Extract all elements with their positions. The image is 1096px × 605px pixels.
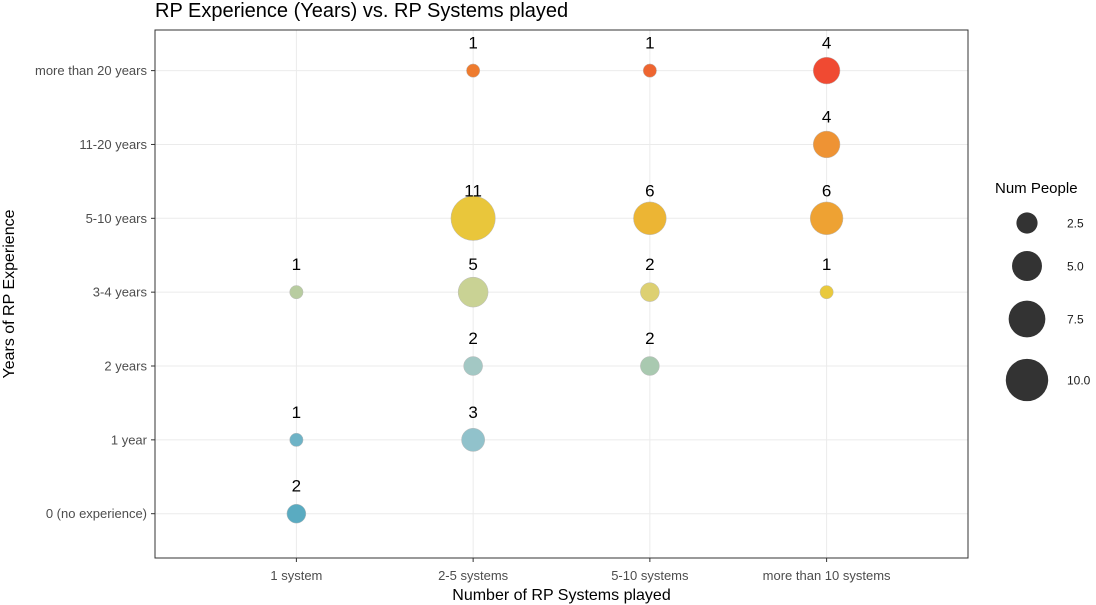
- data-label: 1: [822, 255, 831, 274]
- bubble-point: [457, 276, 489, 308]
- data-label: 1: [292, 403, 301, 422]
- data-label: 4: [822, 107, 831, 126]
- bubble-point: [640, 356, 660, 376]
- data-label: 3: [468, 403, 477, 422]
- x-tick-label: 2-5 systems: [438, 568, 509, 583]
- data-label: 1: [292, 255, 301, 274]
- data-label: 2: [292, 477, 301, 496]
- bubble-point: [461, 427, 485, 452]
- bubble-point: [640, 282, 660, 302]
- bubble-point: [812, 130, 841, 159]
- y-tick-label: more than 20 years: [35, 63, 148, 78]
- y-tick-label: 3-4 years: [93, 285, 148, 300]
- y-tick-label: 11-20 years: [79, 137, 147, 152]
- bubble-point: [819, 285, 834, 300]
- bubble-point: [809, 201, 844, 235]
- legend-label: 10.0: [1067, 374, 1091, 388]
- data-label: 2: [645, 255, 654, 274]
- bubble-point: [812, 56, 841, 85]
- bubble-point: [463, 356, 483, 376]
- legend-title: Num People: [995, 180, 1078, 197]
- y-tick-label: 2 years: [104, 359, 147, 374]
- data-label: 6: [645, 181, 654, 200]
- legend-key: [1016, 212, 1038, 234]
- x-tick-label: more than 10 systems: [763, 568, 891, 583]
- bubble-point: [289, 285, 304, 300]
- data-label: 6: [822, 181, 831, 200]
- x-axis-ticks: 1 system 2-5 systems 5-10 systems more than…: [270, 558, 891, 583]
- x-tick-label: 1 system: [270, 568, 322, 583]
- y-tick-label: 5-10 years: [86, 211, 148, 226]
- bubble-layer: [286, 56, 844, 524]
- data-label: 1: [468, 34, 477, 53]
- chart-title: RP Experience (Years) vs. RP Systems pla…: [155, 0, 568, 22]
- x-axis-title: Number of RP Systems played: [452, 587, 670, 604]
- y-tick-label: 1 year: [111, 432, 148, 447]
- data-label: 11: [464, 181, 482, 200]
- data-label: 2: [645, 329, 654, 348]
- y-tick-label: 0 (no experience): [46, 506, 147, 521]
- legend-label: 2.5: [1067, 217, 1084, 231]
- y-axis-title: Years of RP Experience: [1, 209, 18, 378]
- bubble-point: [633, 201, 667, 235]
- plot-border: [154, 29, 969, 559]
- bubble-point: [289, 432, 304, 447]
- legend-label: 7.5: [1067, 313, 1084, 327]
- data-label: 4: [822, 34, 831, 53]
- y-axis-ticks: 0 (no experience) 1 year 2 years 3-4 years 5…: [35, 63, 155, 521]
- size-legend: Num People 2.5 5.0 7.5 10.0: [995, 180, 1091, 402]
- bubble-point: [642, 63, 657, 78]
- x-tick-label: 5-10 systems: [611, 568, 689, 583]
- bubble-point: [466, 63, 481, 78]
- legend-key: [1008, 300, 1046, 338]
- plot-background: [155, 30, 968, 558]
- data-label: 1: [645, 34, 654, 53]
- data-label: 5: [468, 255, 477, 274]
- bubble-point: [286, 503, 307, 524]
- data-label: 2: [468, 329, 477, 348]
- bubble-point: [450, 195, 496, 241]
- legend-label: 5.0: [1067, 260, 1084, 274]
- legend-key: [1012, 251, 1042, 281]
- legend-key: [1005, 358, 1049, 402]
